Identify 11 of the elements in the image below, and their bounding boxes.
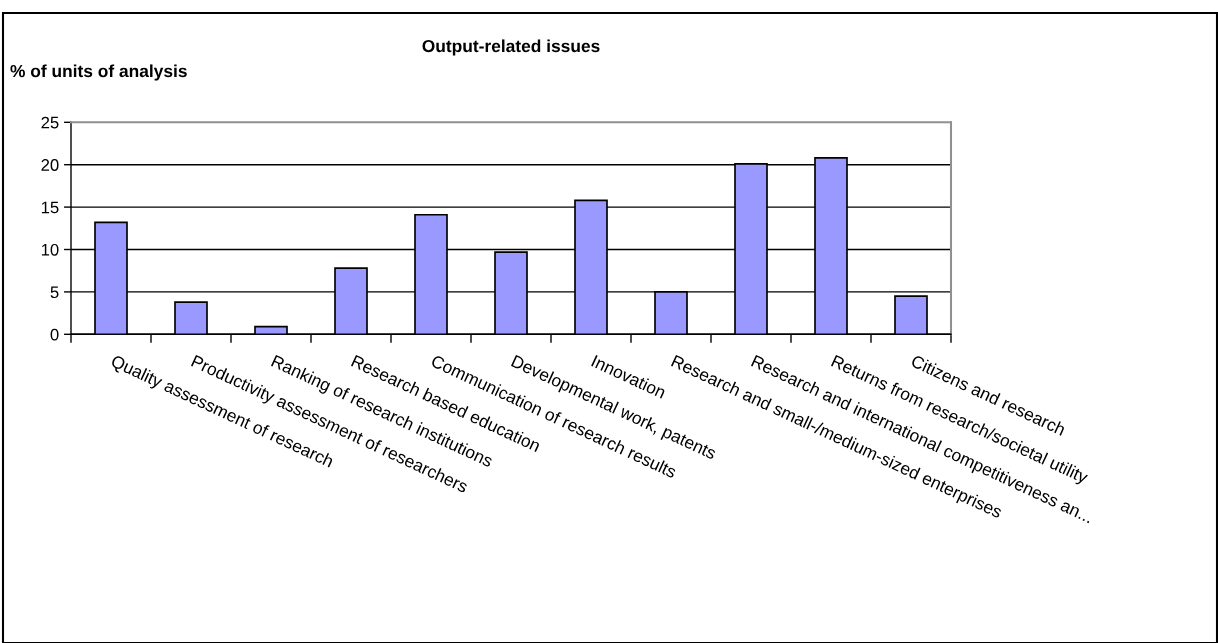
y-tick-label: 5 [50,286,59,299]
chart-title: Output-related issues [422,39,600,56]
y-tick-label: 10 [41,243,59,256]
y-tick-label: 20 [41,159,59,171]
y-tick-label: 15 [41,201,59,214]
bar [174,301,208,335]
bar [254,325,288,335]
y-tick-label: 25 [41,116,59,129]
y-tick-label: 0 [50,328,59,341]
y-axis-title: % of units of analysis [10,64,187,81]
bar [894,295,928,335]
